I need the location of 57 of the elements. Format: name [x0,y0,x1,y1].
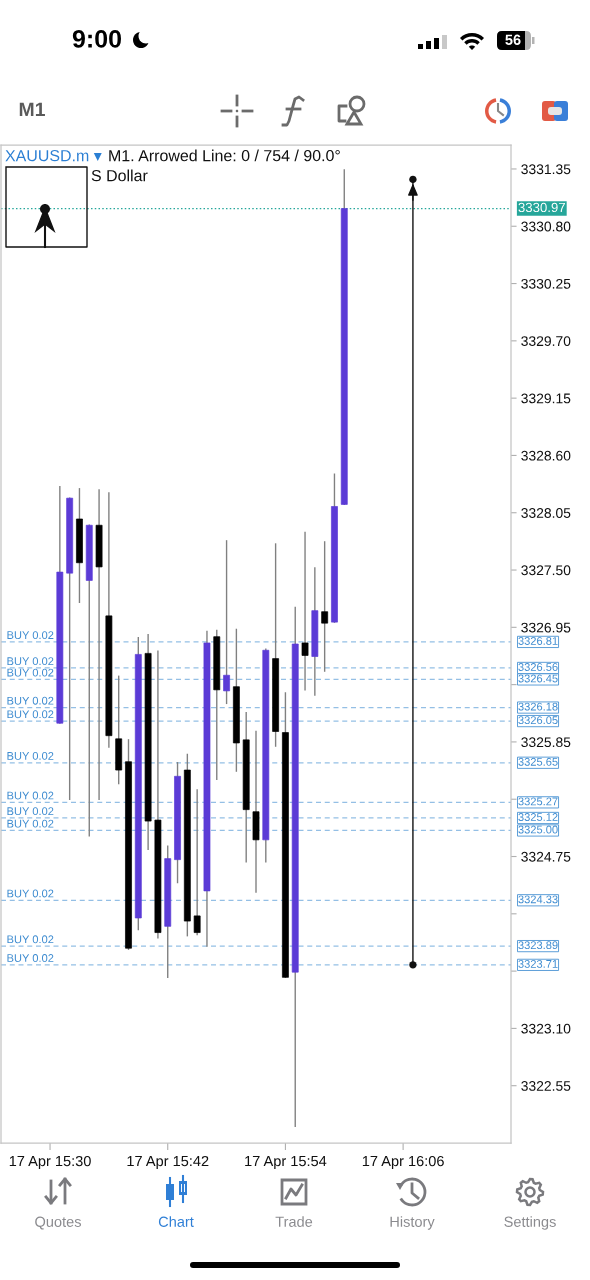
y-tick-label: 3327.50 [521,565,571,576]
text: 3325.65 [518,757,558,766]
ref-line-label: BUY 0.02 [7,752,54,760]
ref-line-label: BUY 0.02 [7,935,54,944]
text: 9:00 [72,30,121,48]
x-tick-label: 17 Apr 15:54 [245,1156,327,1170]
x-tick-label: 17 Apr 15:30 [9,1155,91,1170]
text: 3330.97 [518,202,565,213]
y-tick-label: 3330.25 [521,278,571,289]
text: 3323.71 [518,959,558,968]
y-tick-label: 3326.95 [521,622,571,633]
y-tick-label: 3328.60 [521,450,571,461]
text: Settings [504,1216,556,1230]
y-tick-label: 3331.35 [521,164,571,175]
ref-line-label: BUY 0.02 [7,954,54,962]
candlestick [193,789,201,936]
candlestick [223,540,230,705]
text: 3326.05 [518,716,558,725]
x-tick-label: 17 Apr 15:42 [127,1155,209,1170]
text: 56 [505,34,521,45]
y-tick-label: 3330.80 [521,221,571,232]
text: 3326.56 [518,663,558,671]
y-tick-label: 3324.75 [521,851,571,862]
text: Chart [158,1216,194,1227]
y-tick-label: 3325.85 [521,737,571,748]
candlestick [301,531,309,691]
text: History [390,1216,435,1230]
text: Quotes [35,1216,81,1230]
text: 3325.12 [518,813,558,821]
ref-line-label: BUY 0.02 [7,807,54,816]
text: 3326.81 [518,637,558,645]
y-tick-label: 3323.10 [521,1023,571,1034]
y-tick-label: 3329.70 [521,336,571,347]
y-tick-label: 3322.55 [521,1081,571,1091]
ref-line-label: BUY 0.02 [7,668,54,677]
y-tick-label: 3328.05 [521,508,571,518]
candlestick [321,541,329,672]
ref-line-label: BUY 0.02 [7,791,54,800]
ref-line-label: BUY 0.02 [7,889,54,898]
chart-subtitle: M1. Arrowed Line: 0 / 754 / 90.0° [109,149,340,162]
text: Trade [275,1216,313,1227]
ref-line-label: BUY 0.02 [7,631,54,640]
ref-line-label: BUY 0.02 [7,696,54,705]
text: 3325.27 [518,797,558,806]
x-tick-label: 17 Apr 16:06 [362,1155,444,1170]
ref-line-label: BUY 0.02 [7,819,54,828]
annotation: S Dollar [91,169,148,182]
chart-title: XAUUSD.m ▾ [5,149,102,162]
text: 3323.89 [518,941,558,950]
ref-line-label: BUY 0.02 [7,657,54,666]
text: 3325.00 [518,825,558,834]
y-tick-label: 3329.15 [521,393,571,404]
text: 3324.33 [518,895,558,904]
ref-line-label: BUY 0.02 [7,710,54,719]
text: 3326.18 [518,702,558,711]
text: M1 [19,102,45,117]
text: 3326.45 [518,674,558,683]
